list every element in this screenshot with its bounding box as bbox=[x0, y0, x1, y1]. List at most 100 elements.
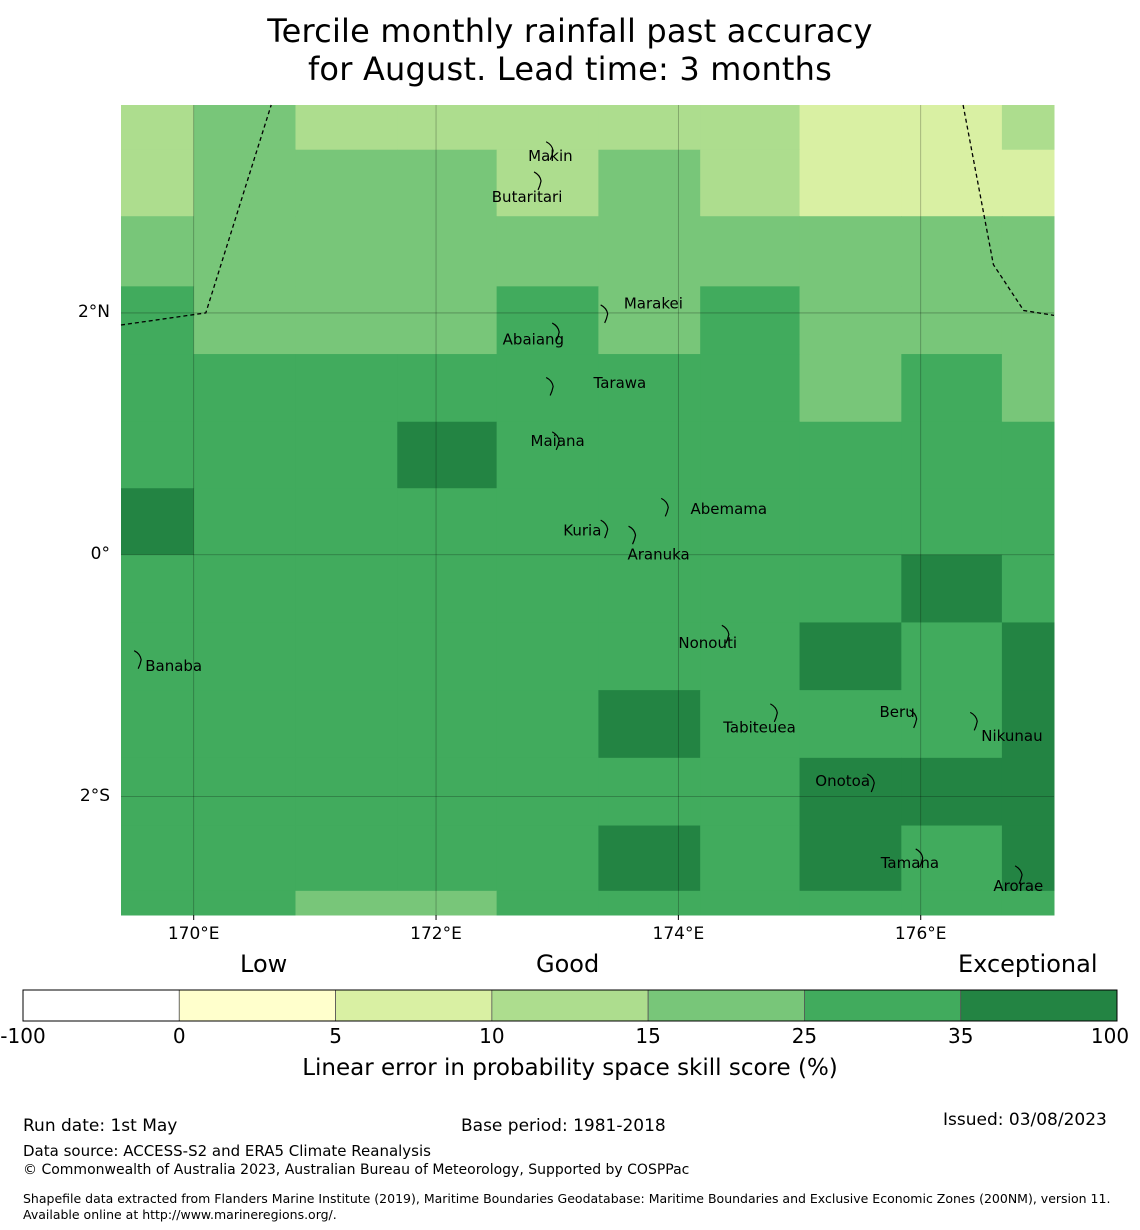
skill-cell bbox=[598, 488, 701, 556]
skill-cell bbox=[295, 421, 398, 489]
skill-cell bbox=[496, 105, 599, 151]
skill-cell bbox=[598, 286, 701, 355]
skill-cell bbox=[1001, 554, 1055, 623]
skill-cell bbox=[193, 105, 296, 151]
skill-cell bbox=[901, 622, 1003, 691]
place-label: Aranuka bbox=[627, 546, 689, 564]
skill-cell bbox=[295, 757, 398, 827]
skill-cell bbox=[901, 488, 1003, 556]
place-label: Nonouti bbox=[678, 634, 737, 652]
island-outline bbox=[545, 376, 554, 396]
colorbar-axis-label: Linear error in probability space skill … bbox=[302, 1055, 838, 1081]
colorbar-tick-label: 35 bbox=[947, 1024, 974, 1048]
skill-cell bbox=[700, 554, 801, 623]
skill-cell bbox=[799, 216, 902, 287]
skill-cell bbox=[295, 286, 398, 355]
shapefile-credit: Shapefile data extracted from Flanders M… bbox=[23, 1191, 1111, 1222]
run-date: Run date: 1st May bbox=[23, 1116, 178, 1136]
colorbar-bin bbox=[491, 989, 649, 1022]
skill-cell bbox=[496, 622, 599, 691]
colorbar-bin bbox=[804, 989, 962, 1022]
category-label-low: Low bbox=[240, 950, 288, 978]
skill-cell bbox=[901, 825, 1003, 892]
skill-cell bbox=[1001, 757, 1055, 827]
skill-cell bbox=[193, 690, 296, 759]
skill-cell bbox=[193, 554, 296, 623]
skill-cell bbox=[598, 890, 701, 916]
skill-cell bbox=[700, 216, 801, 287]
skill-cell bbox=[295, 149, 398, 217]
skill-cell bbox=[121, 757, 195, 827]
skill-cell bbox=[295, 890, 398, 916]
colorbar-tick-label: -100 bbox=[0, 1024, 46, 1048]
skill-cell bbox=[799, 286, 902, 355]
skill-cell bbox=[1001, 622, 1055, 691]
skill-cell bbox=[901, 216, 1003, 287]
skill-cell bbox=[295, 354, 398, 423]
skill-cell bbox=[700, 286, 801, 355]
skill-cell bbox=[496, 149, 599, 217]
skill-cell bbox=[397, 354, 498, 423]
skill-cell bbox=[799, 488, 902, 556]
skill-cell bbox=[799, 354, 902, 423]
skill-cell bbox=[901, 890, 1003, 916]
skill-cell bbox=[799, 105, 902, 151]
skill-cell bbox=[397, 488, 498, 556]
skill-cell bbox=[901, 421, 1003, 489]
skill-cell bbox=[397, 690, 498, 759]
skill-cell bbox=[295, 554, 398, 623]
skill-cell bbox=[799, 421, 902, 489]
island-outline bbox=[551, 322, 560, 342]
skill-cell bbox=[598, 105, 701, 151]
eez-boundary-line bbox=[120, 104, 272, 326]
skill-cell bbox=[121, 890, 195, 916]
skill-cell bbox=[901, 690, 1003, 759]
skill-cell bbox=[799, 554, 902, 623]
skill-cell bbox=[799, 149, 902, 217]
skill-cell bbox=[901, 149, 1003, 217]
skill-cell bbox=[496, 890, 599, 916]
skill-cell bbox=[397, 421, 498, 489]
eez-boundary-line bbox=[962, 104, 1055, 317]
skill-cell bbox=[193, 757, 296, 827]
skill-cell bbox=[193, 354, 296, 423]
skill-cell bbox=[700, 622, 801, 691]
island-outline bbox=[133, 650, 142, 669]
skill-cell bbox=[1001, 149, 1055, 217]
skill-cell bbox=[901, 105, 1003, 151]
skill-cell bbox=[598, 825, 701, 892]
skill-cell bbox=[799, 690, 902, 759]
skill-cell bbox=[496, 421, 599, 489]
lon-tick-label: 170°E bbox=[167, 924, 220, 944]
skill-cell bbox=[700, 354, 801, 423]
skill-cell bbox=[193, 216, 296, 287]
island-outline bbox=[909, 709, 918, 729]
place-label: Nikunau bbox=[981, 727, 1042, 745]
skill-cell bbox=[121, 825, 195, 892]
skill-cell bbox=[193, 286, 296, 355]
skill-cell bbox=[901, 354, 1003, 423]
colorbar-bin bbox=[22, 989, 180, 1022]
skill-cell bbox=[496, 554, 599, 623]
skill-cell bbox=[496, 488, 599, 556]
colorbar-tick-label: 5 bbox=[329, 1024, 342, 1048]
island-outline bbox=[545, 141, 554, 160]
skill-cell bbox=[598, 554, 701, 623]
colorbar-frame bbox=[22, 989, 1118, 1022]
issued-date: Issued: 03/08/2023 bbox=[943, 1110, 1107, 1130]
skill-cell bbox=[397, 216, 498, 287]
skill-cell bbox=[700, 105, 801, 151]
skill-cell bbox=[121, 216, 195, 287]
place-label: Butaritari bbox=[492, 188, 563, 206]
skill-cell bbox=[901, 554, 1003, 623]
skill-cell bbox=[397, 149, 498, 217]
skill-cell bbox=[598, 421, 701, 489]
island-outline bbox=[969, 711, 978, 731]
colorbar-tick-label: 25 bbox=[791, 1024, 818, 1048]
skill-cell bbox=[799, 825, 902, 892]
colorbar-tick-label: 100 bbox=[1090, 1024, 1130, 1048]
skill-cell bbox=[496, 825, 599, 892]
skill-cell bbox=[1001, 890, 1055, 916]
place-label: Banaba bbox=[145, 657, 202, 675]
skill-cell bbox=[1001, 421, 1055, 489]
